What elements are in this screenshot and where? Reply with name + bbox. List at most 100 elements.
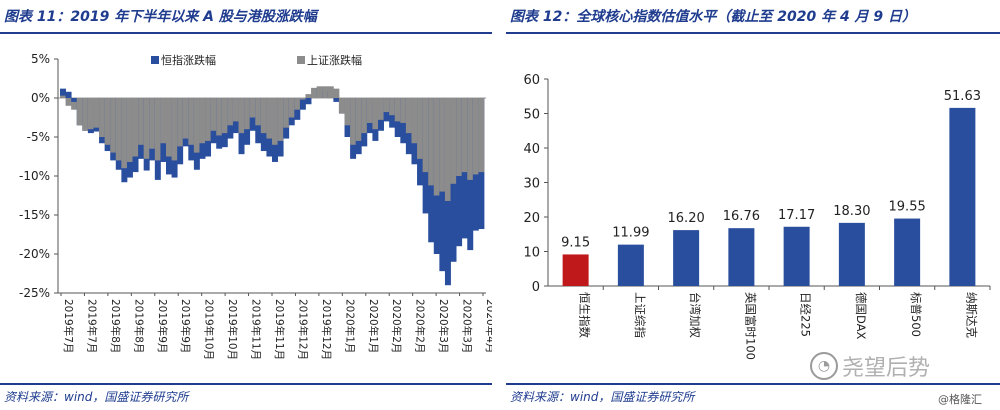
sse-bar <box>372 98 379 130</box>
sse-bar <box>472 98 479 175</box>
sse-bar <box>93 98 100 128</box>
hsi-bar <box>333 98 340 102</box>
legend-swatch-hsi <box>151 56 159 64</box>
x-tick-label: 2020年1月 <box>367 299 380 353</box>
sse-bar <box>322 86 329 98</box>
bar-value-label: 11.99 <box>612 226 649 241</box>
category-label: 上证综指 <box>633 292 647 338</box>
category-label: 标普500 <box>909 292 923 337</box>
y-tick-label: -25% <box>19 286 50 300</box>
sse-bar <box>327 86 334 98</box>
bar-value-label: 16.20 <box>668 211 705 226</box>
sse-bar <box>433 98 440 196</box>
y-tick-label: 50 <box>523 108 540 123</box>
change-area-chart: 5% 0% -5% -10% -15% -20% -25% 2019年7月 2019年7月 201… <box>19 52 492 360</box>
legend-label-hsi: 恒指涨跌幅 <box>161 53 216 67</box>
sse-bar <box>216 98 223 136</box>
sse-bar <box>378 98 384 120</box>
sse-bar <box>76 98 83 126</box>
pe-bar <box>617 244 644 286</box>
x-tick-label: 2019年7月 <box>62 299 75 353</box>
category-label: 日经225 <box>799 292 813 337</box>
y-tick-label: -15% <box>19 208 50 222</box>
sse-bar <box>104 98 111 145</box>
sse-bar <box>272 98 278 145</box>
y-tick-label: -5% <box>27 130 50 144</box>
sse-bar <box>411 98 418 144</box>
right-chart-title: 图表 12：全球核心指数估值水平（截止至 2020 年 4 月 9 日） <box>510 9 917 25</box>
right-source-rule <box>506 383 1000 385</box>
sse-bar <box>461 98 468 173</box>
sse-bar <box>333 88 340 98</box>
y-tick-label: 30 <box>523 177 540 192</box>
x-tick-label: 2019年9月 <box>156 299 169 353</box>
sse-bar <box>126 98 133 162</box>
sse-bar <box>177 98 184 147</box>
sse-bar <box>288 98 295 118</box>
sse-bar <box>366 98 373 123</box>
pe-bar <box>949 107 976 287</box>
sse-bar <box>283 98 290 128</box>
sse-bar <box>149 98 156 149</box>
sse-bar <box>467 98 474 180</box>
category-label: 纳斯达克 <box>964 292 978 338</box>
sse-bar <box>199 98 206 144</box>
sse-bar <box>350 98 357 145</box>
y-tick-label: -10% <box>19 169 50 183</box>
x-tick-label: 2019年7月 <box>85 299 98 353</box>
x-tick-label: 2020年3月 <box>437 299 450 353</box>
sse-bar <box>255 98 262 126</box>
sse-bar <box>121 98 128 169</box>
y-tick-label: 40 <box>523 142 540 157</box>
pe-bar <box>562 254 589 286</box>
sse-bar <box>87 98 94 130</box>
category-label: 台湾加权 <box>688 292 702 338</box>
pe-bar <box>673 230 700 286</box>
sse-bar <box>316 86 323 98</box>
sse-bar <box>110 98 117 153</box>
x-tick-label: 2019年11月 <box>250 299 263 360</box>
sse-bar <box>266 98 273 139</box>
x-tick-label: 2020年4月 <box>484 299 492 353</box>
left-source-rule <box>0 383 492 385</box>
sse-bar <box>361 98 368 134</box>
bar-value-label: 17.17 <box>778 208 815 223</box>
hsi-bar <box>71 98 78 102</box>
sse-bar <box>450 98 457 184</box>
right-source-note: 资料来源：wind，国盛证券研究所 <box>510 390 695 404</box>
x-tick-label: 2019年9月 <box>179 299 192 353</box>
sse-bar <box>60 95 66 98</box>
sse-bar <box>456 98 463 176</box>
sse-bar <box>344 98 351 126</box>
hsi-bar <box>299 98 306 110</box>
category-label: 英国富时100 <box>743 292 757 360</box>
sse-bar <box>305 94 312 98</box>
x-tick-label: 2019年11月 <box>273 299 286 360</box>
x-tick-label: 2020年2月 <box>390 299 403 353</box>
sse-bar <box>244 98 251 130</box>
sse-bar <box>115 98 122 161</box>
wechat-icon: ◔ <box>810 352 838 380</box>
bar-value-label: 19.55 <box>889 200 926 215</box>
sse-bar <box>193 98 200 153</box>
pe-bar <box>838 222 865 286</box>
sse-bar <box>428 98 435 186</box>
category-label: 德国DAX <box>854 292 868 340</box>
pe-bar <box>728 228 755 286</box>
watermark: ◔ 尧望后势 <box>810 350 960 381</box>
x-tick-label: 2019年10月 <box>203 299 216 360</box>
sse-bar <box>338 98 345 114</box>
sse-bar <box>166 98 172 157</box>
sse-bar <box>294 98 301 110</box>
hsi-bar <box>60 88 66 98</box>
hsi-bar <box>65 91 72 98</box>
sse-bar <box>238 98 245 134</box>
x-tick-label: 2019年12月 <box>320 299 333 360</box>
sse-bar <box>171 98 178 161</box>
sse-bar <box>182 98 189 139</box>
y-tick-label: 0% <box>31 91 50 105</box>
x-tick-label: 2019年8月 <box>109 299 122 353</box>
sse-bar <box>138 98 145 145</box>
x-tick-label: 2019年12月 <box>296 299 309 360</box>
sse-bar <box>405 98 412 134</box>
